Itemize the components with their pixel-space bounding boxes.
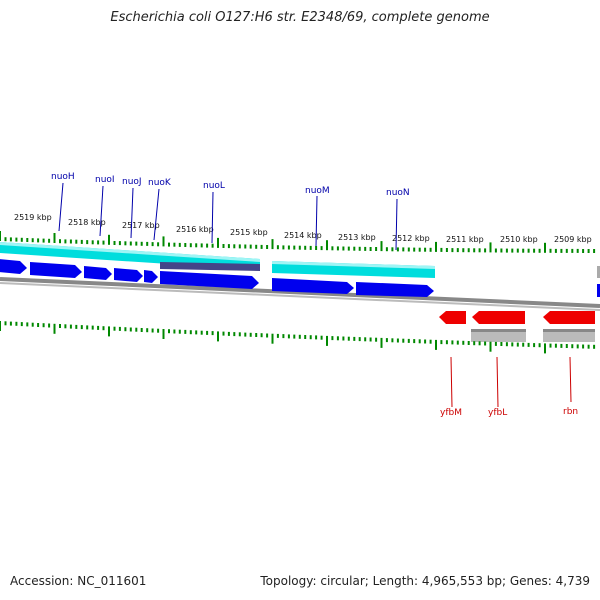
gene-label-forward[interactable]: nuoL — [203, 181, 225, 191]
gene-label-leader — [315, 195, 318, 247]
gene-label-forward[interactable]: nuoI — [95, 175, 115, 185]
scale-tick-label: 2512 kbp — [392, 234, 430, 243]
gene-arrow-forward[interactable] — [30, 262, 82, 278]
gene-arrow-forward[interactable] — [160, 271, 259, 289]
genome-backbone-shadow — [0, 282, 600, 311]
gene-arrow-reverse[interactable] — [472, 311, 525, 324]
gene-label-leader — [58, 182, 64, 232]
gene-label-forward[interactable]: nuoN — [386, 188, 410, 198]
genome-summary-text: Topology: circular; Length: 4,965,553 bp… — [260, 574, 590, 588]
reverse-feature-block — [471, 329, 526, 342]
gene-arrow-forward[interactable] — [144, 270, 158, 283]
scale-tick-label: 2510 kbp — [500, 235, 538, 244]
upper-tick-track — [0, 231, 596, 253]
scale-tick-label: 2513 kbp — [338, 233, 376, 242]
reverse-feature-block-shadow — [471, 329, 526, 332]
gene-label-leader — [99, 185, 104, 237]
reverse-feature-block-shadow — [543, 329, 595, 332]
scale-labels: 2519 kbp 2518 kbp 2517 kbp 2516 kbp 2515… — [14, 213, 592, 244]
forward-gene-track — [0, 259, 600, 297]
gene-arrow-forward[interactable] — [0, 259, 27, 274]
forward-feature-track — [0, 242, 435, 278]
gene-arrow-reverse[interactable] — [439, 311, 466, 324]
lower-tick-track — [0, 321, 596, 354]
map-title: Escherichia coli O127:H6 str. E2348/69, … — [110, 10, 490, 25]
forward-feature-block-highlight — [272, 261, 435, 269]
gene-label-forward[interactable]: nuoK — [148, 178, 172, 188]
gene-arrow-forward-edge[interactable] — [597, 284, 600, 297]
genome-backbone — [0, 277, 600, 308]
scale-tick-label: 2511 kbp — [446, 235, 484, 244]
gene-arrow-forward[interactable] — [114, 268, 143, 282]
reverse-feature-block — [543, 329, 595, 342]
scale-tick-label: 2519 kbp — [14, 213, 52, 222]
reverse-feature-track — [471, 329, 595, 342]
scale-tick-label: 2516 kbp — [176, 225, 214, 234]
gene-label-leader — [130, 187, 134, 239]
gene-label-leader — [211, 191, 214, 244]
gene-label-leader — [569, 356, 572, 403]
forward-feature-block-highlight — [0, 242, 260, 262]
scale-tick-label: 2518 kbp — [68, 218, 106, 227]
gene-label-forward[interactable]: nuoJ — [122, 177, 142, 187]
gene-label-forward[interactable]: nuoH — [51, 172, 75, 182]
gene-label-reverse[interactable]: rbn — [563, 407, 578, 417]
gene-arrow-forward[interactable] — [84, 266, 112, 280]
forward-feature-block-dark — [160, 262, 260, 271]
gene-label-reverse[interactable]: yfbM — [440, 408, 462, 418]
scale-tick-label: 2515 kbp — [230, 228, 268, 237]
gene-label-reverse[interactable]: yfbL — [488, 408, 507, 418]
scale-tick-label: 2514 kbp — [284, 231, 322, 240]
gene-label-leader — [450, 356, 453, 408]
gene-arrow-reverse[interactable] — [543, 311, 595, 324]
forward-feature-edge — [597, 266, 600, 278]
gene-label-leader — [395, 198, 398, 251]
scale-tick-label: 2517 kbp — [122, 221, 160, 230]
gene-label-leader — [496, 356, 499, 408]
forward-gene-labels: nuoH nuoI nuoJ nuoK nuoL nuoM nuoN — [51, 172, 410, 251]
gene-label-leader — [153, 188, 160, 241]
accession-text: Accession: NC_011601 — [10, 574, 147, 588]
gene-arrow-forward[interactable] — [272, 278, 354, 294]
reverse-gene-labels: yfbM yfbL rbn — [440, 356, 578, 418]
gene-label-forward[interactable]: nuoM — [305, 186, 330, 196]
scale-tick-label: 2509 kbp — [554, 235, 592, 244]
gene-arrow-forward[interactable] — [356, 282, 434, 297]
reverse-gene-track — [439, 311, 595, 324]
